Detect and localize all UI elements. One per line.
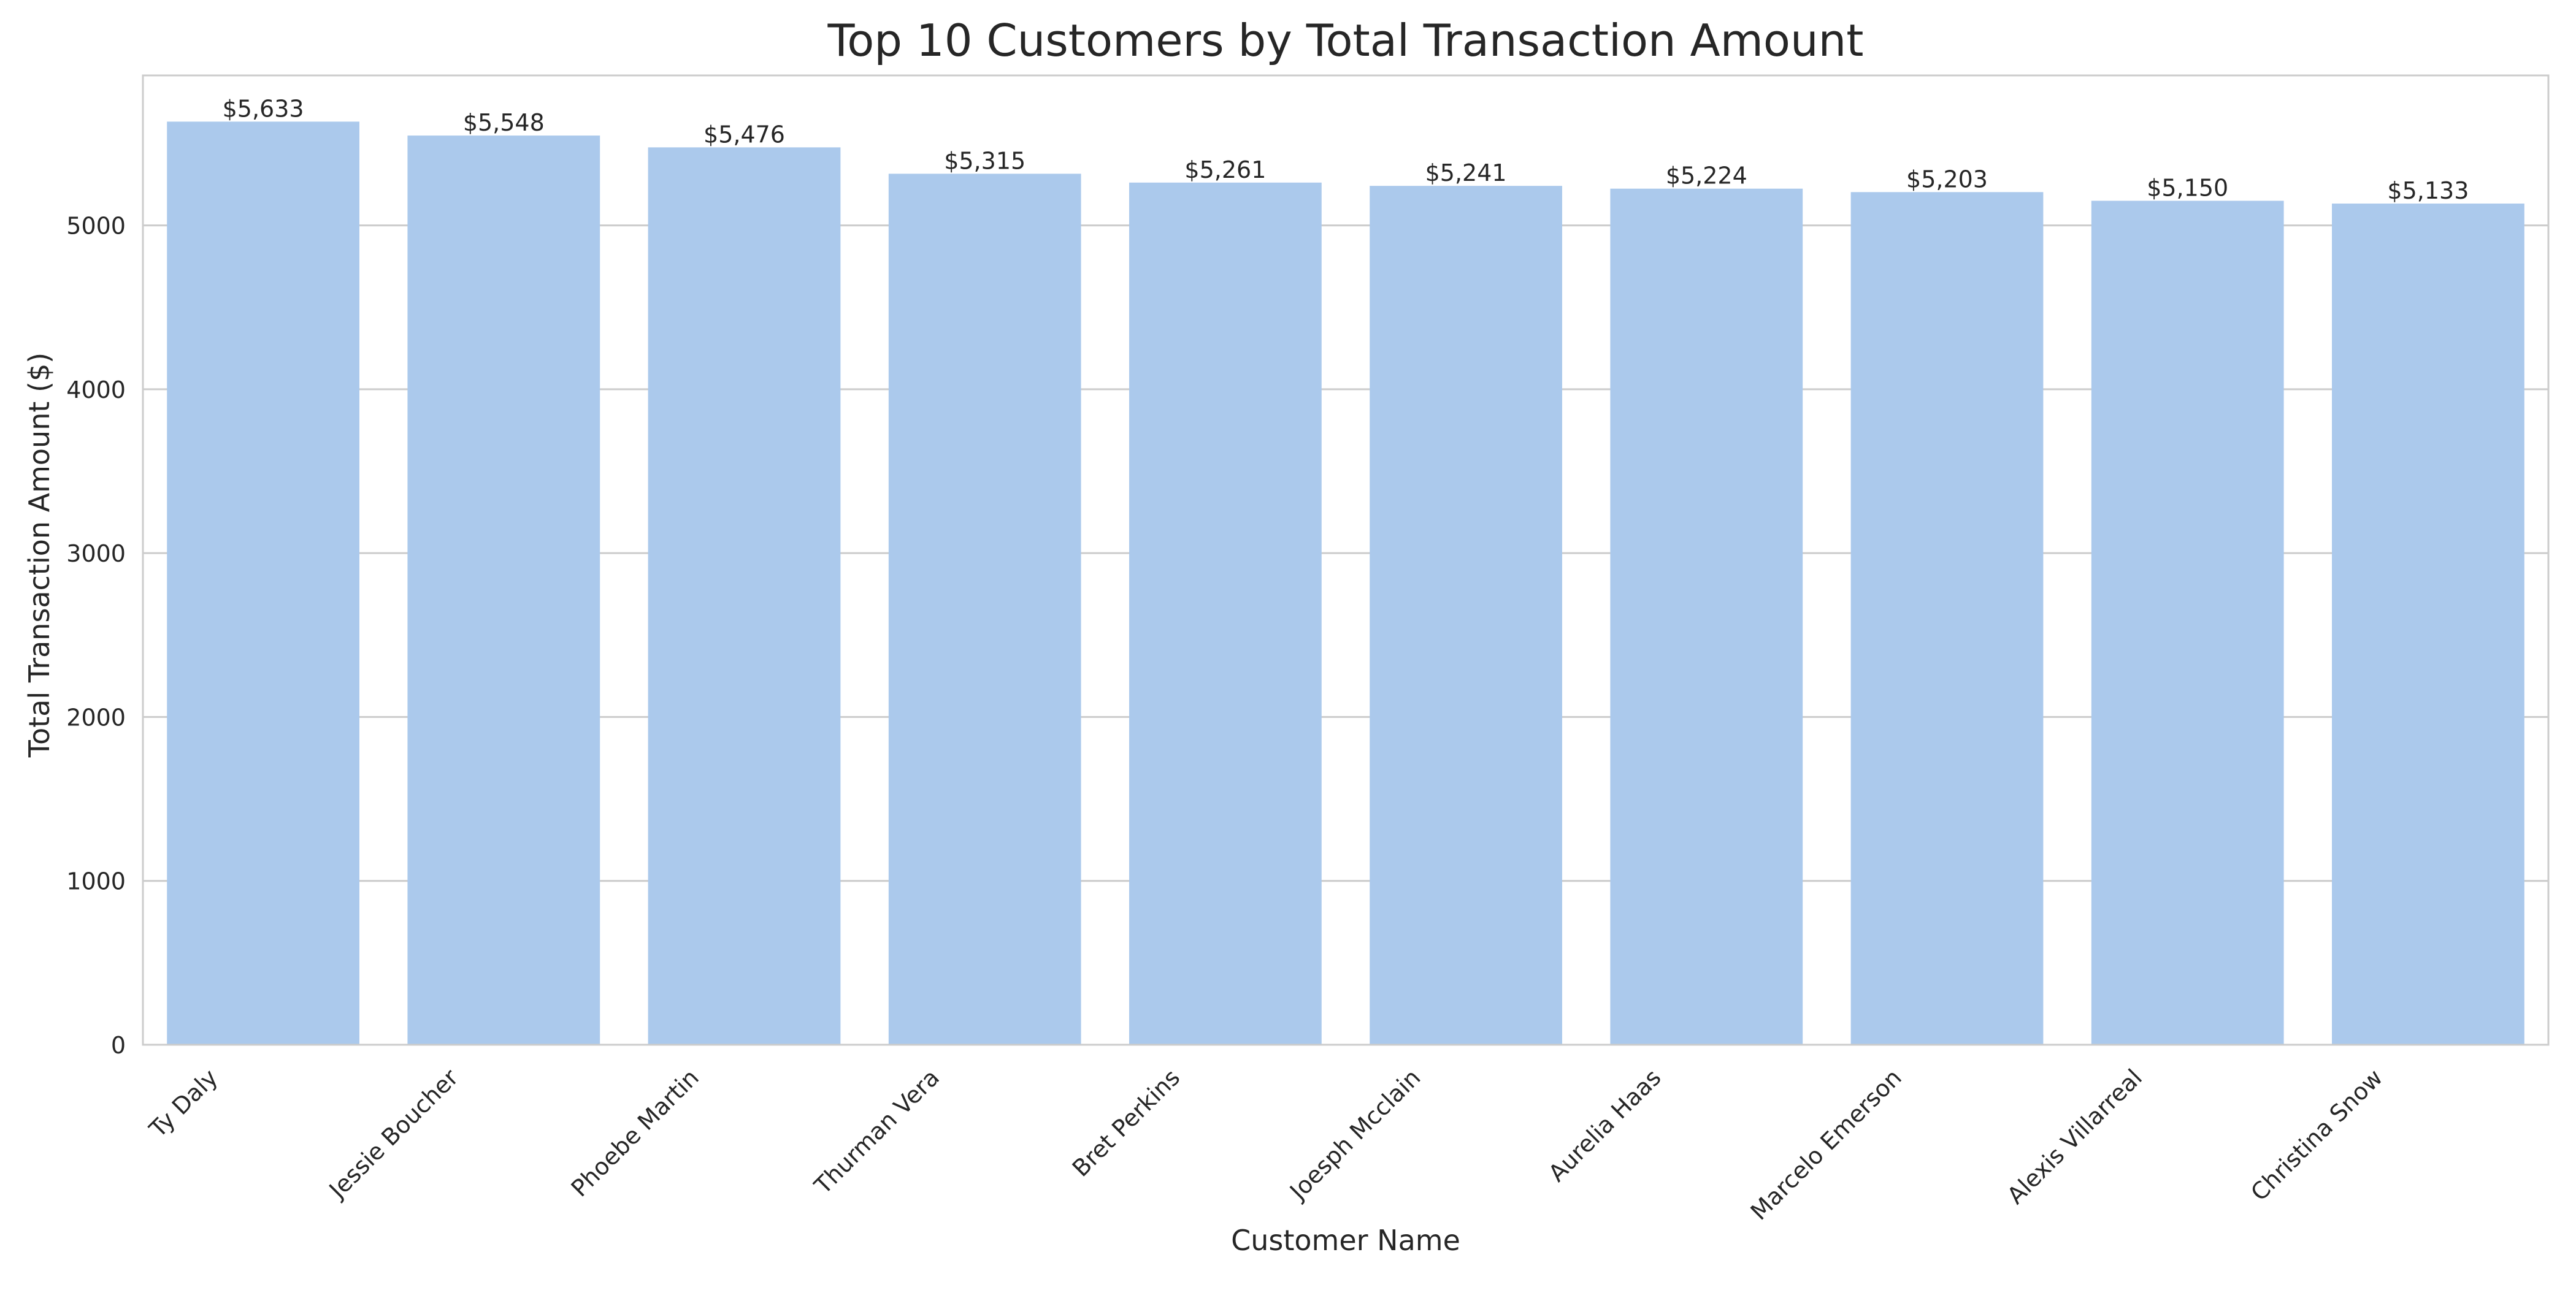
bar-value-label: $5,476 bbox=[703, 121, 785, 148]
bar-value-label: $5,224 bbox=[1666, 162, 1747, 189]
bar-value-label: $5,133 bbox=[2387, 177, 2469, 204]
x-tick-label: Marcelo Emerson bbox=[1746, 1064, 1907, 1225]
x-tick-label: Ty Daly bbox=[144, 1064, 223, 1143]
x-axis-label: Customer Name bbox=[1231, 1224, 1460, 1257]
y-tick-label: 1000 bbox=[66, 868, 126, 895]
x-tick-label: Aurelia Haas bbox=[1543, 1064, 1666, 1187]
bar bbox=[407, 135, 600, 1045]
y-tick-label: 3000 bbox=[66, 540, 126, 567]
x-tick-label: Alexis Villarreal bbox=[2002, 1064, 2147, 1209]
y-tick-label: 0 bbox=[111, 1032, 126, 1059]
bar bbox=[1370, 186, 1562, 1045]
bars bbox=[167, 121, 2524, 1045]
bar-value-label: $5,633 bbox=[223, 95, 304, 122]
bar-value-label: $5,548 bbox=[463, 109, 545, 136]
bar-value-label: $5,261 bbox=[1184, 156, 1266, 183]
bar bbox=[2091, 200, 2284, 1045]
x-tick-label: Christina Snow bbox=[2245, 1064, 2388, 1206]
bar-value-label: $5,315 bbox=[944, 147, 1025, 174]
data-labels: $5,633 $5,548 $5,476 $5,315 $5,261 $5,241 $5,2… bbox=[223, 95, 2469, 204]
y-tick-label: 5000 bbox=[66, 213, 126, 240]
bar bbox=[648, 147, 841, 1045]
axes-frame bbox=[142, 74, 2550, 1046]
x-tick-label: Phoebe Martin bbox=[566, 1064, 704, 1202]
y-tick-label: 4000 bbox=[66, 376, 126, 403]
bar bbox=[1610, 188, 1803, 1045]
bar bbox=[888, 174, 1081, 1045]
bar-value-label: $5,241 bbox=[1425, 159, 1507, 186]
chart-title: Top 10 Customers by Total Transaction Am… bbox=[827, 15, 1864, 66]
x-tick-labels: Ty Daly Jessie Boucher Phoebe Martin Thurma… bbox=[144, 1064, 2388, 1225]
y-tick-labels: 0 1000 2000 3000 4000 5000 bbox=[66, 213, 126, 1059]
x-tick-label: Bret Perkins bbox=[1067, 1064, 1185, 1181]
bar-value-label: $5,150 bbox=[2147, 174, 2228, 201]
bar bbox=[1129, 182, 1322, 1045]
bar bbox=[167, 121, 359, 1045]
bar bbox=[2332, 204, 2524, 1045]
y-axis-label: Total Transaction Amount ($) bbox=[23, 353, 56, 758]
bar bbox=[1850, 192, 2044, 1045]
x-tick-label: Thurman Vera bbox=[809, 1064, 945, 1199]
y-tick-label: 2000 bbox=[66, 704, 126, 731]
bar-value-label: $5,203 bbox=[1906, 166, 1988, 193]
x-tick-label: Joesph Mcclain bbox=[1284, 1064, 1425, 1205]
x-tick-label: Jessie Boucher bbox=[323, 1064, 464, 1204]
